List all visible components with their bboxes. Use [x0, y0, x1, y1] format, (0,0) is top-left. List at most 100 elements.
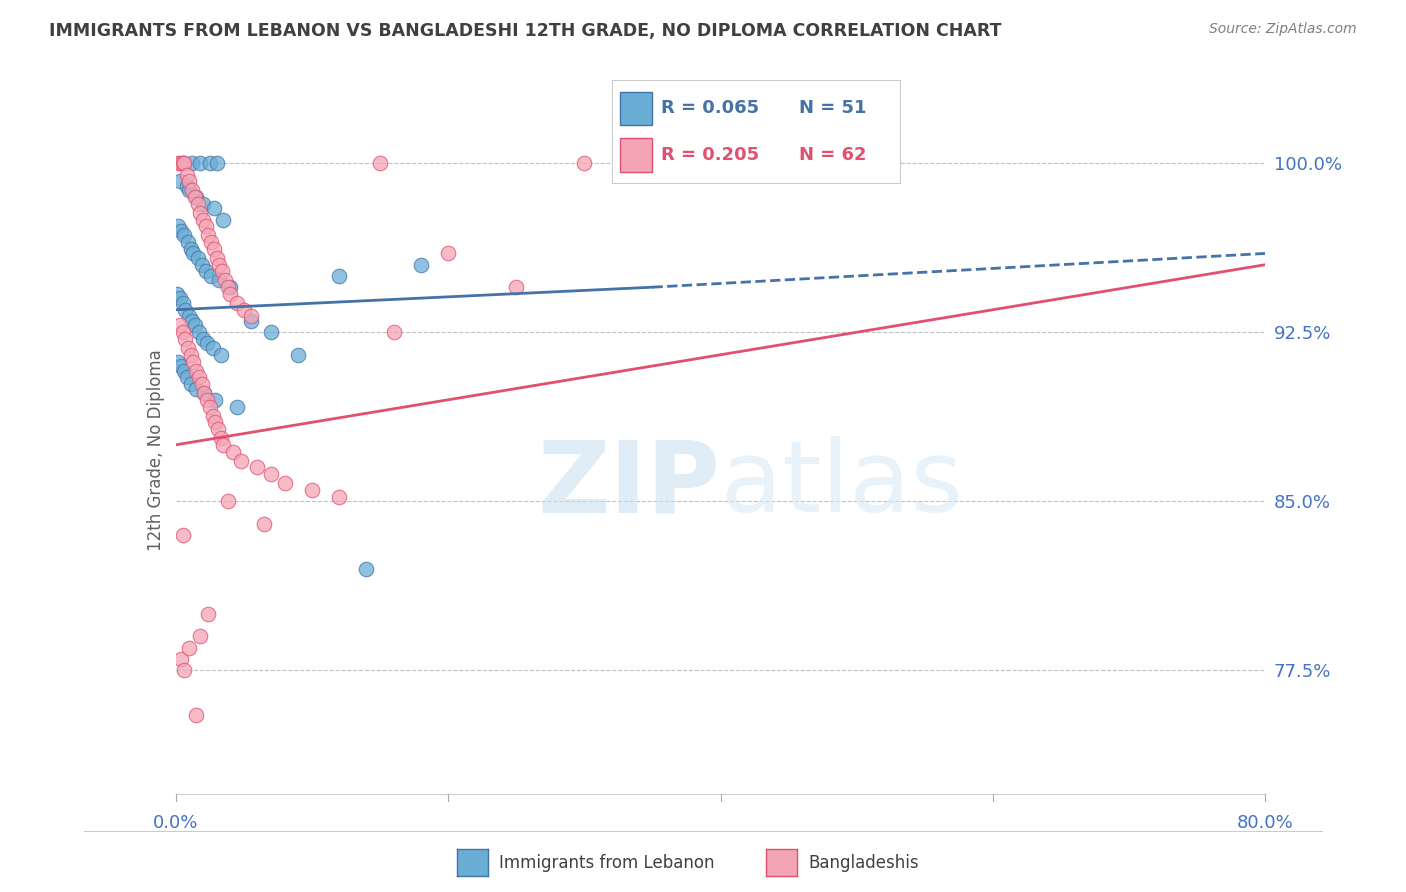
Text: Bangladeshis: Bangladeshis	[808, 854, 920, 871]
Point	[274, 476, 297, 491]
Point	[186, 363, 208, 377]
Point	[176, 178, 198, 193]
Point	[184, 318, 207, 333]
Point	[193, 386, 215, 401]
Point	[167, 156, 190, 170]
Point	[180, 348, 202, 362]
Point	[172, 528, 194, 542]
Point	[191, 332, 214, 346]
Y-axis label: 12th Grade, No Diploma: 12th Grade, No Diploma	[146, 350, 165, 551]
Point	[200, 235, 222, 249]
Point	[197, 228, 219, 243]
Point	[195, 392, 218, 407]
Point	[172, 296, 194, 310]
Point	[226, 400, 249, 414]
Point	[186, 190, 208, 204]
Point	[173, 363, 195, 377]
FancyBboxPatch shape	[620, 137, 652, 171]
Point	[167, 219, 190, 234]
Point	[246, 460, 269, 475]
Point	[177, 235, 200, 249]
Point	[169, 292, 191, 306]
Point	[208, 258, 231, 272]
Point	[188, 206, 211, 220]
Point	[172, 325, 194, 339]
Point	[202, 202, 225, 216]
Point	[186, 251, 209, 265]
Point	[179, 310, 201, 324]
Point	[356, 562, 378, 576]
Point	[183, 354, 205, 368]
Point	[179, 183, 201, 197]
Point	[184, 190, 207, 204]
Point	[176, 370, 198, 384]
Point	[207, 422, 229, 436]
Text: N = 51: N = 51	[799, 100, 866, 118]
Point	[328, 268, 350, 283]
Point	[217, 494, 239, 508]
Text: 0.0%: 0.0%	[153, 814, 198, 832]
Point	[205, 251, 228, 265]
Point	[301, 483, 323, 497]
Point	[222, 444, 245, 458]
Point	[169, 318, 191, 333]
Point	[212, 438, 235, 452]
Text: N = 62: N = 62	[799, 145, 866, 163]
Point	[201, 409, 224, 423]
Point	[187, 325, 209, 339]
Point	[212, 212, 235, 227]
FancyBboxPatch shape	[620, 92, 652, 126]
Point	[169, 174, 191, 188]
Text: Source: ZipAtlas.com: Source: ZipAtlas.com	[1209, 22, 1357, 37]
Point	[505, 280, 527, 294]
Point	[191, 212, 214, 227]
Point	[209, 348, 232, 362]
Text: IMMIGRANTS FROM LEBANON VS BANGLADESHI 12TH GRADE, NO DIPLOMA CORRELATION CHART: IMMIGRANTS FROM LEBANON VS BANGLADESHI 1…	[49, 22, 1001, 40]
Text: ZIP: ZIP	[537, 436, 721, 533]
Point	[188, 629, 211, 643]
Point	[172, 156, 194, 170]
Point	[170, 156, 193, 170]
Point	[173, 228, 195, 243]
Point	[437, 246, 460, 260]
Point	[181, 314, 204, 328]
Point	[188, 156, 211, 170]
Point	[260, 467, 283, 482]
Point	[287, 348, 309, 362]
Point	[198, 400, 221, 414]
Point	[186, 708, 208, 723]
Point	[209, 431, 232, 445]
Text: atlas: atlas	[721, 436, 962, 533]
Point	[574, 156, 596, 170]
Point	[211, 264, 233, 278]
Point	[179, 640, 201, 655]
Point	[174, 302, 197, 317]
Point	[172, 156, 194, 170]
Point	[187, 370, 209, 384]
Point	[231, 453, 253, 467]
Point	[173, 156, 195, 170]
Point	[219, 287, 242, 301]
Point	[217, 280, 239, 294]
Point	[208, 273, 231, 287]
Point	[260, 325, 283, 339]
Point	[382, 325, 405, 339]
Point	[177, 341, 200, 355]
Point	[328, 490, 350, 504]
Text: R = 0.065: R = 0.065	[661, 100, 759, 118]
Point	[166, 287, 188, 301]
Point	[226, 296, 249, 310]
Point	[232, 302, 254, 317]
Point	[167, 354, 190, 368]
Point	[195, 336, 218, 351]
Point	[204, 415, 226, 429]
Point	[200, 268, 222, 283]
Point	[253, 516, 276, 531]
Point	[170, 652, 193, 666]
Point	[183, 246, 205, 260]
Text: 80.0%: 80.0%	[1237, 814, 1294, 832]
Point	[214, 273, 236, 287]
Point	[170, 224, 193, 238]
Point	[239, 310, 262, 324]
Point	[173, 663, 195, 677]
